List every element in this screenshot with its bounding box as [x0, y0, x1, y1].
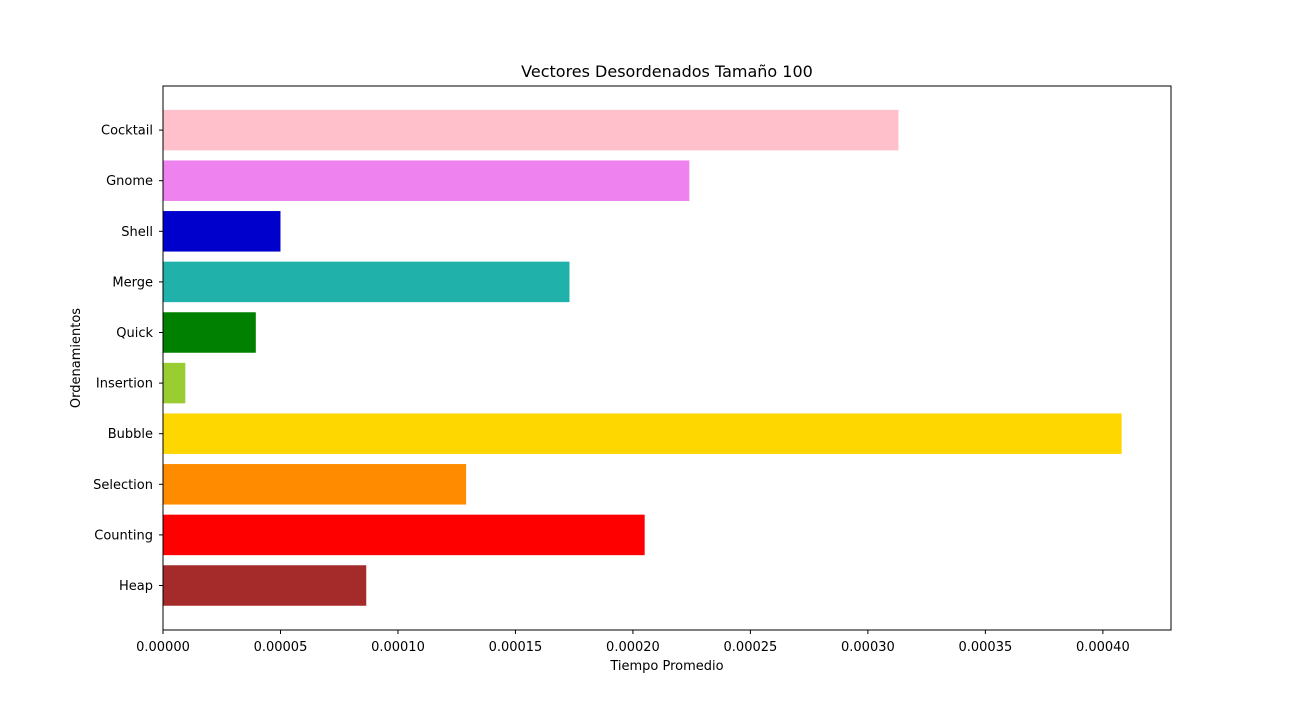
bar-counting	[163, 514, 645, 556]
bar-heap	[163, 565, 367, 606]
x-tick-label-6: 0.00030	[841, 640, 895, 655]
y-tick-label-counting: Counting	[94, 528, 153, 543]
bar-selection	[163, 464, 467, 505]
y-tick-label-shell: Shell	[121, 225, 153, 240]
bar-cocktail	[163, 109, 899, 151]
x-axis: 0.00000 0.00005 0.00010 0.00015 0.00020 0.000…	[136, 630, 1130, 655]
x-tick-label-7: 0.00035	[958, 640, 1012, 655]
y-tick-label-bubble: Bubble	[108, 427, 153, 442]
x-axis-label: Tiempo Promedio	[609, 659, 723, 674]
y-tick-label-cocktail: Cocktail	[101, 124, 153, 139]
bar-bubble	[163, 413, 1122, 454]
x-tick-label-4: 0.00020	[606, 640, 660, 655]
y-tick-label-quick: Quick	[116, 326, 153, 341]
x-tick-label-1: 0.00005	[254, 640, 308, 655]
x-tick-label-5: 0.00025	[724, 640, 778, 655]
bar-gnome	[163, 160, 690, 201]
chart-title: Vectores Desordenados Tamaño 100	[521, 62, 813, 81]
y-tick-label-merge: Merge	[112, 275, 153, 290]
x-tick-label-8: 0.00040	[1076, 640, 1130, 655]
bars-group	[163, 109, 1122, 606]
y-tick-label-heap: Heap	[119, 579, 153, 594]
bar-insertion	[163, 362, 186, 404]
bar-merge	[163, 261, 570, 303]
y-tick-label-selection: Selection	[93, 478, 153, 493]
y-tick-label-insertion: Insertion	[96, 377, 153, 392]
y-tick-label-gnome: Gnome	[106, 174, 153, 189]
x-tick-label-3: 0.00015	[489, 640, 543, 655]
x-tick-label-0: 0.00000	[136, 640, 190, 655]
bar-shell	[163, 211, 281, 252]
y-axis-label: Ordenamientos	[69, 308, 84, 408]
plot-frame	[162, 85, 1172, 631]
bar-quick	[163, 312, 256, 353]
y-axis: Heap Counting Selection Bubble Insertion Quic…	[93, 124, 163, 594]
x-tick-label-2: 0.00010	[371, 640, 425, 655]
